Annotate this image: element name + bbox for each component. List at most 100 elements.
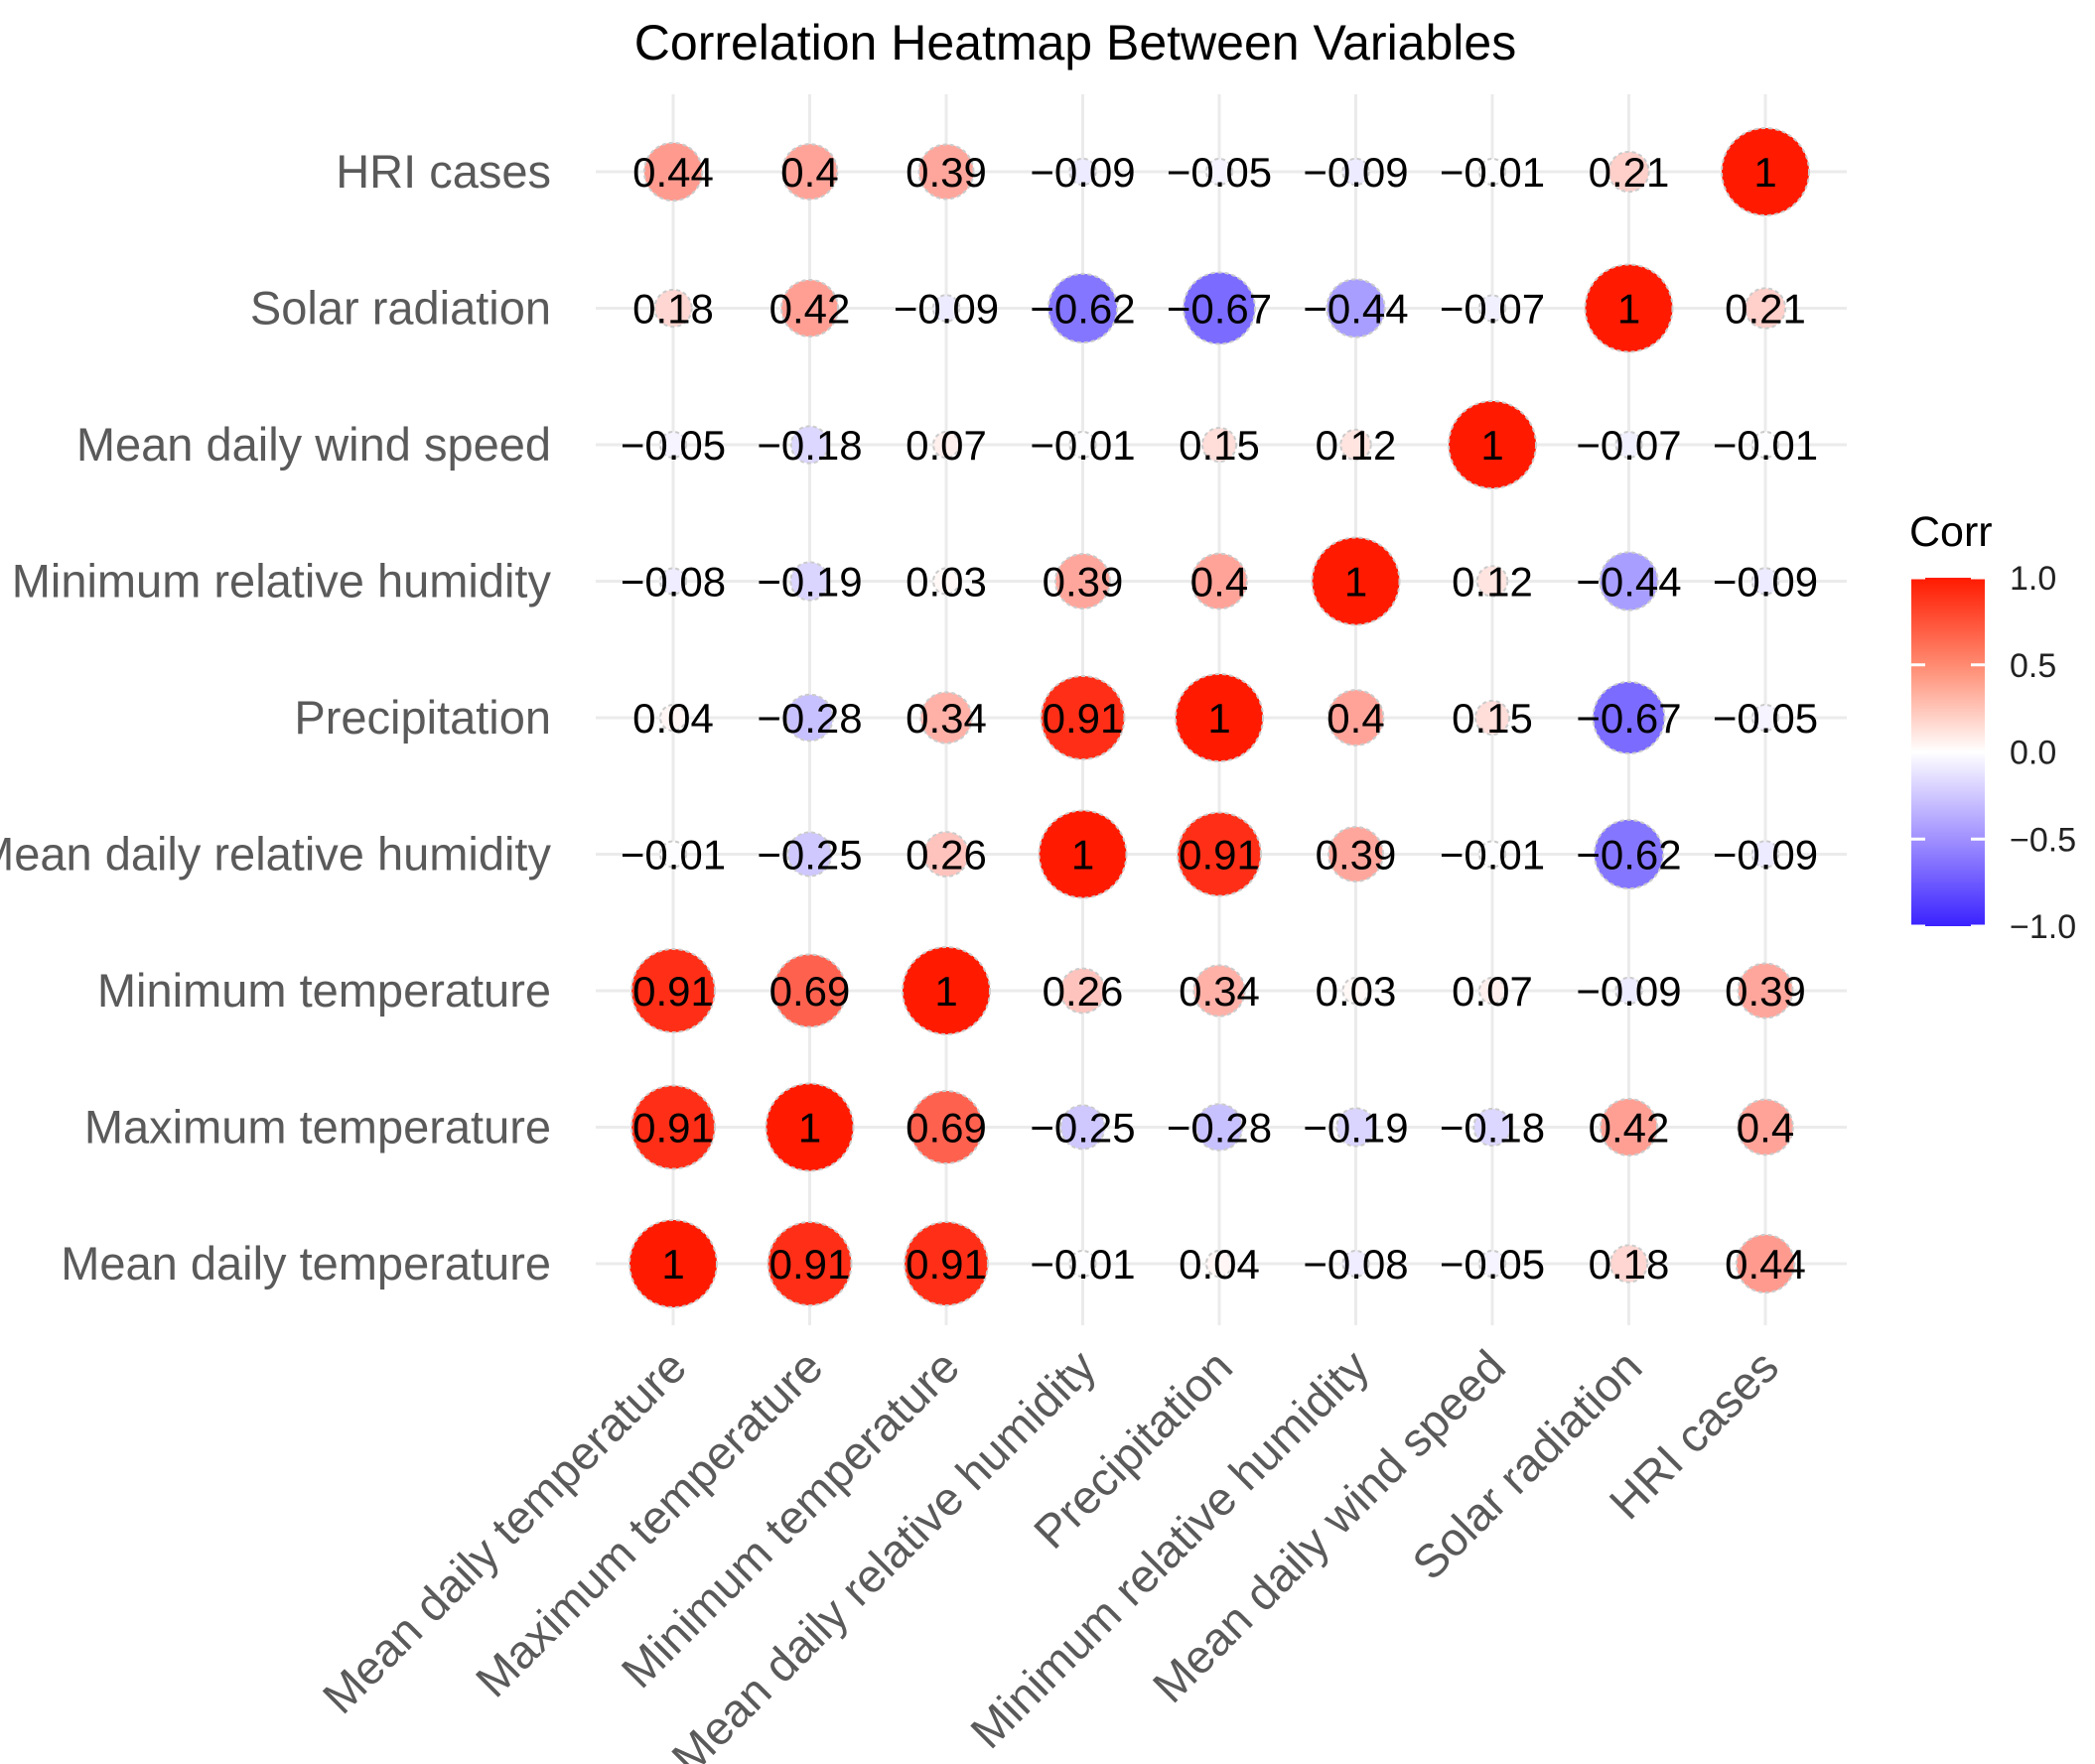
- y-axis-labels: Mean daily temperature Maximum temperatur…: [0, 145, 551, 1289]
- value-label-maximum-temperature-vs-mean-daily-wind-speed: −0.18: [757, 422, 862, 469]
- dot-mean-daily-temperature-vs-mean-daily-wind-speed: [659, 431, 687, 459]
- dot-minimum-relative-humidity-vs-solar-radiation: [1326, 278, 1386, 339]
- dot-mean-daily-relative-humidity-vs-hri-cases: [1068, 157, 1097, 187]
- value-label-mean-daily-temperature-vs-mean-daily-relative-humidity: −0.01: [621, 832, 726, 879]
- legend-tick-label: 1.0: [2010, 560, 2056, 598]
- dot-minimum-relative-humidity-vs-mean-daily-wind-speed: [1339, 428, 1372, 462]
- value-label-mean-daily-wind-speed-vs-maximum-temperature: −0.18: [1440, 1105, 1545, 1152]
- y-label-mean-daily-wind-speed: Mean daily wind speed: [76, 418, 551, 471]
- y-label-solar-radiation: Solar radiation: [250, 282, 551, 335]
- dot-maximum-temperature-vs-mean-daily-temperature: [767, 1221, 853, 1306]
- dot-precipitation-vs-minimum-temperature: [1192, 964, 1246, 1018]
- value-label-hri-cases-vs-minimum-relative-humidity: −0.09: [1713, 559, 1818, 606]
- dot-hri-cases-vs-mean-daily-temperature: [1735, 1233, 1796, 1294]
- value-label-mean-daily-relative-humidity-vs-minimum-relative-humidity: 0.39: [1043, 559, 1124, 606]
- dot-minimum-relative-humidity-vs-maximum-temperature: [1335, 1107, 1376, 1148]
- dot-mean-daily-wind-speed-vs-minimum-temperature: [1478, 977, 1506, 1005]
- value-label-precipitation-vs-hri-cases: −0.05: [1167, 149, 1272, 196]
- value-label-mean-daily-wind-speed-vs-mean-daily-relative-humidity: −0.01: [1440, 832, 1545, 879]
- dot-mean-daily-wind-speed-vs-mean-daily-temperature: [1478, 1250, 1506, 1278]
- y-label-minimum-relative-humidity: Minimum relative humidity: [12, 555, 552, 608]
- value-label-solar-radiation-vs-precipitation: −0.67: [1576, 695, 1681, 742]
- value-label-mean-daily-relative-humidity-vs-solar-radiation: −0.62: [1030, 286, 1135, 333]
- value-label-minimum-relative-humidity-vs-minimum-relative-humidity: 1: [1344, 559, 1367, 606]
- value-label-solar-radiation-vs-minimum-relative-humidity: −0.44: [1576, 559, 1681, 606]
- value-label-maximum-temperature-vs-mean-daily-relative-humidity: −0.25: [757, 832, 862, 879]
- y-label-hri-cases: HRI cases: [336, 145, 551, 198]
- dot-mean-daily-temperature-vs-solar-radiation: [653, 288, 693, 329]
- value-label-mean-daily-wind-speed-vs-hri-cases: −0.01: [1440, 149, 1545, 196]
- dot-mean-daily-relative-humidity-vs-mean-daily-wind-speed: [1068, 431, 1097, 459]
- legend-tick-label: −1.0: [2010, 908, 2076, 946]
- value-label-mean-daily-temperature-vs-hri-cases: 0.44: [632, 149, 714, 196]
- value-label-solar-radiation-vs-mean-daily-relative-humidity: −0.62: [1576, 832, 1681, 879]
- value-label-mean-daily-wind-speed-vs-precipitation: 0.15: [1452, 695, 1533, 742]
- value-label-mean-daily-temperature-vs-precipitation: 0.04: [632, 695, 714, 742]
- value-label-hri-cases-vs-minimum-temperature: 0.39: [1725, 968, 1806, 1015]
- correlation-dots: [628, 127, 1810, 1308]
- dot-minimum-temperature-vs-solar-radiation: [931, 294, 961, 323]
- value-label-maximum-temperature-vs-minimum-relative-humidity: −0.19: [757, 559, 862, 606]
- dot-solar-radiation-vs-mean-daily-relative-humidity: [1593, 818, 1665, 890]
- value-label-minimum-temperature-vs-hri-cases: 0.39: [906, 149, 987, 196]
- dot-minimum-temperature-vs-mean-daily-relative-humidity: [922, 831, 970, 878]
- dot-mean-daily-relative-humidity-vs-minimum-relative-humidity: [1054, 553, 1111, 610]
- dot-precipitation-vs-mean-daily-relative-humidity: [1177, 811, 1262, 897]
- value-label-mean-daily-temperature-vs-minimum-relative-humidity: −0.08: [621, 559, 726, 606]
- value-label-minimum-temperature-vs-solar-radiation: −0.09: [894, 286, 999, 333]
- dot-solar-radiation-vs-mean-daily-temperature: [1608, 1244, 1649, 1284]
- y-label-precipitation: Precipitation: [294, 691, 551, 744]
- value-label-mean-daily-wind-speed-vs-minimum-relative-humidity: 0.12: [1452, 559, 1533, 606]
- value-label-mean-daily-relative-humidity-vs-mean-daily-wind-speed: −0.01: [1030, 422, 1135, 469]
- dot-hri-cases-vs-mean-daily-relative-humidity: [1750, 840, 1780, 869]
- dot-mean-daily-temperature-vs-minimum-temperature: [630, 948, 716, 1033]
- value-label-mean-daily-temperature-vs-minimum-temperature: 0.91: [632, 968, 714, 1015]
- value-label-maximum-temperature-vs-solar-radiation: 0.42: [769, 286, 851, 333]
- dot-minimum-relative-humidity-vs-mean-daily-temperature: [1341, 1250, 1370, 1278]
- value-label-mean-daily-temperature-vs-mean-daily-wind-speed: −0.05: [621, 422, 726, 469]
- dot-hri-cases-vs-hri-cases: [1721, 127, 1810, 216]
- value-label-maximum-temperature-vs-precipitation: −0.28: [757, 695, 862, 742]
- dot-mean-daily-temperature-vs-minimum-relative-humidity: [659, 567, 687, 596]
- legend-tick-label: 0.5: [2010, 647, 2056, 685]
- value-label-minimum-temperature-vs-minimum-relative-humidity: 0.03: [906, 559, 987, 606]
- value-label-hri-cases-vs-mean-daily-wind-speed: −0.01: [1713, 422, 1818, 469]
- value-label-solar-radiation-vs-solar-radiation: 1: [1617, 286, 1640, 333]
- dot-precipitation-vs-mean-daily-wind-speed: [1200, 426, 1238, 464]
- value-label-minimum-temperature-vs-maximum-temperature: 0.69: [906, 1105, 987, 1152]
- dot-minimum-relative-humidity-vs-minimum-relative-humidity: [1311, 536, 1401, 626]
- value-label-mean-daily-relative-humidity-vs-precipitation: 0.91: [1043, 695, 1124, 742]
- dot-mean-daily-wind-speed-vs-maximum-temperature: [1472, 1107, 1512, 1148]
- value-label-minimum-relative-humidity-vs-maximum-temperature: −0.19: [1303, 1105, 1408, 1152]
- dot-maximum-temperature-vs-maximum-temperature: [765, 1082, 855, 1172]
- dot-minimum-relative-humidity-vs-minimum-temperature: [1341, 977, 1370, 1005]
- dot-mean-daily-relative-humidity-vs-precipitation: [1040, 675, 1126, 760]
- dot-maximum-temperature-vs-mean-daily-wind-speed: [789, 425, 830, 465]
- dot-precipitation-vs-precipitation: [1175, 673, 1264, 762]
- dot-minimum-temperature-vs-mean-daily-wind-speed: [932, 431, 960, 459]
- value-label-precipitation-vs-mean-daily-relative-humidity: 0.91: [1179, 832, 1260, 879]
- dot-minimum-temperature-vs-precipitation: [919, 691, 973, 745]
- dot-hri-cases-vs-maximum-temperature: [1737, 1098, 1794, 1156]
- dot-maximum-temperature-vs-minimum-relative-humidity: [789, 561, 830, 602]
- value-label-solar-radiation-vs-mean-daily-wind-speed: −0.07: [1576, 422, 1681, 469]
- dot-mean-daily-relative-humidity-vs-minimum-temperature: [1059, 967, 1106, 1015]
- value-label-minimum-relative-humidity-vs-hri-cases: −0.09: [1303, 149, 1408, 196]
- dot-minimum-temperature-vs-maximum-temperature: [908, 1089, 984, 1165]
- dot-hri-cases-vs-precipitation: [1751, 704, 1779, 732]
- value-label-solar-radiation-vs-minimum-temperature: −0.09: [1576, 968, 1681, 1015]
- value-label-hri-cases-vs-maximum-temperature: 0.4: [1737, 1105, 1794, 1152]
- legend-tick-label: −0.5: [2010, 821, 2076, 859]
- y-label-mean-daily-temperature: Mean daily temperature: [61, 1237, 551, 1289]
- value-label-mean-daily-temperature-vs-solar-radiation: 0.18: [632, 286, 714, 333]
- value-label-precipitation-vs-minimum-temperature: 0.34: [1179, 968, 1260, 1015]
- dot-mean-daily-temperature-vs-maximum-temperature: [630, 1084, 716, 1170]
- dot-hri-cases-vs-solar-radiation: [1744, 287, 1787, 330]
- dot-hri-cases-vs-minimum-relative-humidity: [1750, 567, 1780, 596]
- dot-hri-cases-vs-mean-daily-wind-speed: [1751, 431, 1779, 459]
- dot-solar-radiation-vs-maximum-temperature: [1599, 1097, 1659, 1157]
- dot-minimum-temperature-vs-mean-daily-temperature: [904, 1221, 989, 1306]
- value-label-hri-cases-vs-mean-daily-relative-humidity: −0.09: [1713, 832, 1818, 879]
- dot-minimum-relative-humidity-vs-mean-daily-relative-humidity: [1327, 826, 1384, 882]
